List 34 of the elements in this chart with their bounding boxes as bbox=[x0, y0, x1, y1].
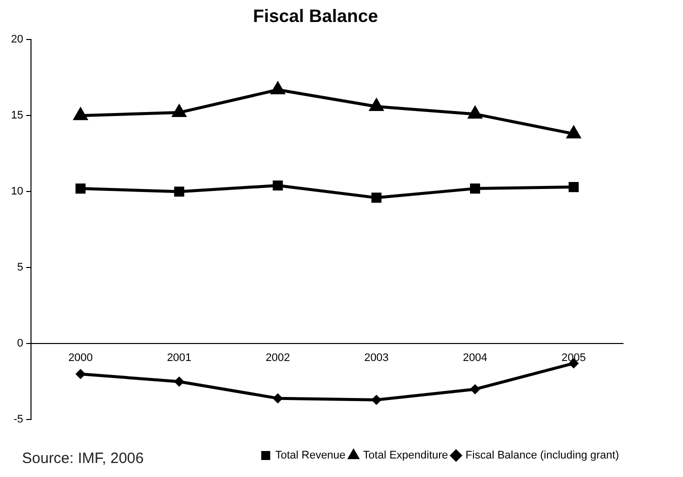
point bbox=[273, 394, 282, 403]
point bbox=[76, 370, 86, 378]
y-tick-label: 10 bbox=[10, 186, 24, 198]
point bbox=[74, 108, 88, 120]
point bbox=[370, 98, 384, 111]
y-tick-label: 15 bbox=[10, 110, 24, 122]
x-tick-label: 2001 bbox=[166, 352, 192, 364]
x-tick-label: 2002 bbox=[266, 352, 290, 364]
point bbox=[470, 384, 480, 394]
point bbox=[174, 377, 184, 386]
point bbox=[174, 186, 184, 197]
point bbox=[271, 82, 284, 94]
y-tick-label: 5 bbox=[17, 262, 24, 274]
y-tick-label: 20 bbox=[10, 34, 24, 46]
point bbox=[468, 106, 482, 119]
x-tick-label: 2003 bbox=[364, 352, 389, 364]
chart-title: Fiscal Balance bbox=[252, 6, 378, 26]
y-tick-label: 0 bbox=[17, 338, 24, 350]
point bbox=[172, 105, 186, 118]
legend-label: Total Expenditure bbox=[363, 450, 448, 462]
source-note: Source: IMF, 2006 bbox=[22, 450, 144, 467]
y-tick-label: -5 bbox=[13, 414, 24, 426]
point bbox=[470, 184, 480, 194]
point bbox=[372, 395, 381, 404]
point bbox=[568, 182, 579, 192]
point bbox=[371, 192, 382, 203]
x-tick-label: 2000 bbox=[68, 352, 93, 364]
point bbox=[272, 180, 283, 191]
x-tick-label: 2005 bbox=[561, 352, 586, 364]
legend-label: Fiscal Balance (including grant) bbox=[466, 450, 620, 462]
point bbox=[76, 184, 86, 194]
point bbox=[566, 126, 580, 138]
x-tick-label: 2004 bbox=[462, 352, 488, 364]
legend-label: Total Revenue bbox=[275, 450, 346, 462]
